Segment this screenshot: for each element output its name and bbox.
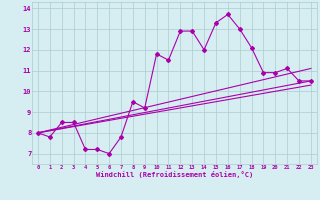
X-axis label: Windchill (Refroidissement éolien,°C): Windchill (Refroidissement éolien,°C) [96, 171, 253, 178]
